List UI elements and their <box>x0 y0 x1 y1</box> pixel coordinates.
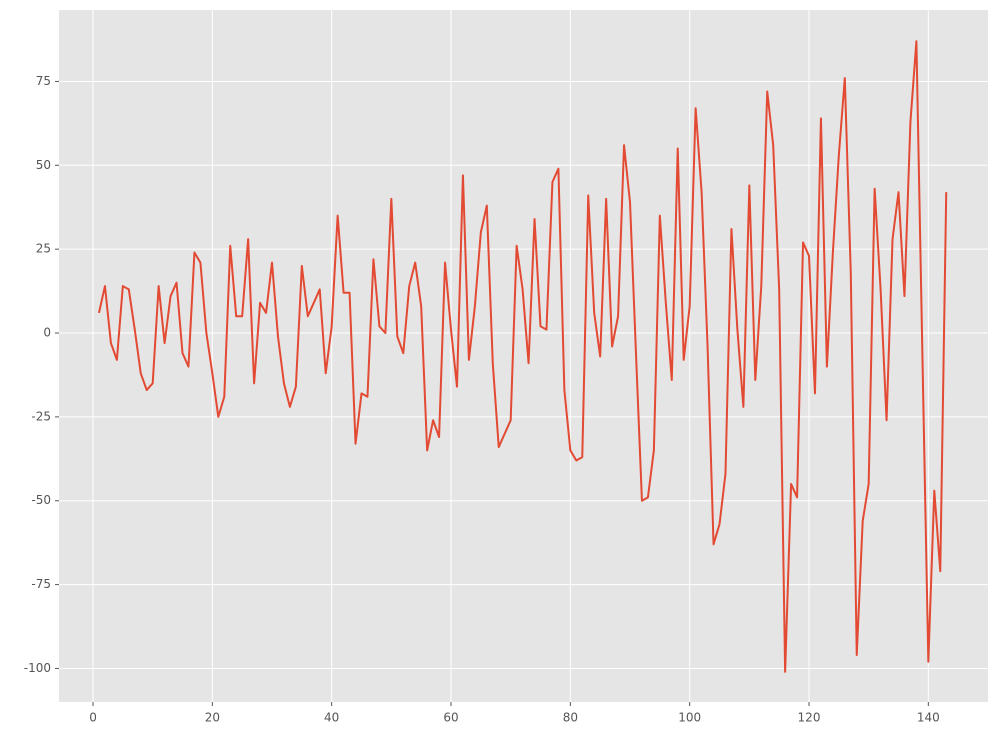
y-tick-label: 50 <box>36 158 51 172</box>
plot-area <box>59 10 988 702</box>
y-tick-label: -50 <box>31 493 51 507</box>
x-tick-label: 20 <box>205 711 220 725</box>
y-tick-label: -25 <box>31 409 51 423</box>
x-tick-label: 0 <box>89 711 97 725</box>
y-tick-label: 75 <box>36 74 51 88</box>
data-line <box>98 40 948 673</box>
x-tick-label: 100 <box>678 711 701 725</box>
x-tick-label: 80 <box>563 711 578 725</box>
x-tick-label: 60 <box>443 711 458 725</box>
y-tick-label: 0 <box>43 326 51 340</box>
y-tick-label: -100 <box>24 661 51 675</box>
x-tick-label: 140 <box>917 711 940 725</box>
y-tick-label: -75 <box>31 577 51 591</box>
x-tick-label: 40 <box>324 711 339 725</box>
x-tick-label: 120 <box>798 711 821 725</box>
y-tick-label: 25 <box>36 242 51 256</box>
